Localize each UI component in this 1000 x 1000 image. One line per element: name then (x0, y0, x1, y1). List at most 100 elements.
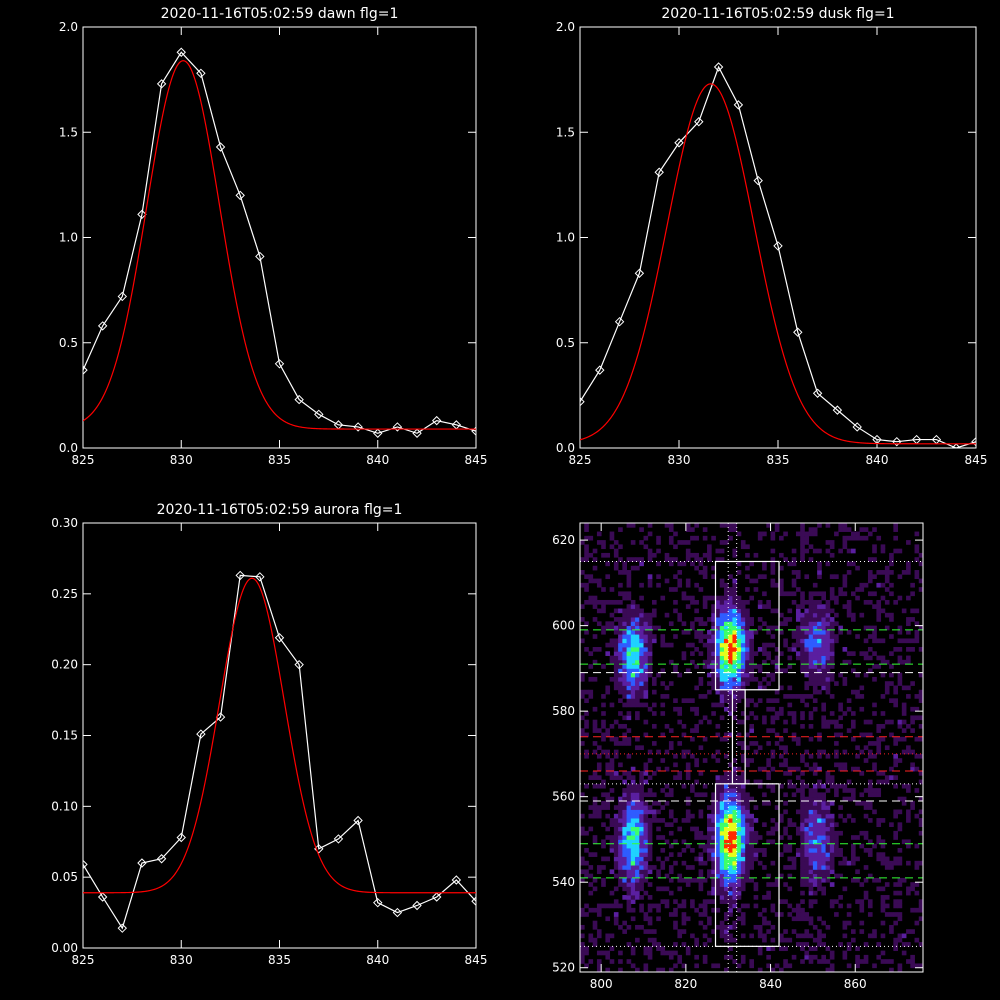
image-pixel (719, 604, 725, 609)
image-pixel (821, 813, 826, 819)
image-pixel (817, 877, 822, 883)
image-pixel (800, 599, 805, 605)
image-pixel (664, 792, 670, 798)
image-pixel (711, 604, 716, 609)
image-pixel (884, 912, 890, 917)
image-pixel (804, 647, 810, 652)
image-pixel (618, 762, 623, 768)
image-pixel (880, 548, 886, 554)
image-pixel (618, 634, 623, 639)
image-pixel (821, 659, 826, 665)
image-pixel (728, 830, 733, 836)
image-pixel (829, 899, 835, 904)
image-pixel (609, 775, 615, 780)
image-pixel (732, 689, 738, 695)
image-pixel (609, 621, 615, 627)
image-pixel (757, 835, 763, 840)
image-pixel (580, 540, 585, 545)
image-pixel (618, 638, 623, 644)
image-pixel (626, 890, 632, 896)
image-pixel (656, 967, 661, 973)
image-pixel (660, 860, 666, 866)
image-pixel (812, 531, 818, 537)
image-pixel (698, 852, 704, 857)
image-pixel (867, 732, 873, 738)
image-pixel (791, 715, 797, 721)
image-pixel (609, 535, 615, 541)
image-pixel (647, 531, 653, 537)
image-pixel (897, 809, 903, 815)
image-pixel (821, 800, 826, 806)
image-pixel (618, 800, 623, 806)
image-pixel (800, 629, 805, 635)
image-pixel (613, 642, 619, 648)
image-pixel (736, 561, 742, 567)
image-pixel (787, 591, 793, 597)
image-pixel (804, 685, 810, 691)
image-pixel (893, 702, 898, 708)
image-pixel (719, 651, 725, 656)
image-pixel (825, 723, 831, 729)
image-pixel (757, 531, 763, 537)
image-pixel (774, 822, 780, 828)
image-pixel (812, 698, 818, 703)
image-pixel (622, 647, 627, 652)
image-pixel (880, 920, 886, 926)
image-pixel (592, 835, 598, 840)
image-pixel (643, 651, 649, 656)
image-pixel (592, 924, 598, 930)
image-pixel (715, 822, 721, 828)
image-pixel (643, 822, 649, 828)
image-pixel (626, 873, 632, 879)
dusk-x-tick-label: 830 (668, 453, 691, 467)
image-pixel (596, 647, 602, 652)
image-pixel (851, 766, 856, 772)
image-pixel (711, 621, 716, 627)
image-pixel (804, 818, 810, 823)
image-pixel (812, 548, 818, 554)
image-pixel (681, 920, 687, 926)
image-pixel (817, 835, 822, 840)
image-pixel (601, 950, 606, 956)
image-pixel (808, 655, 814, 661)
image-pixel (736, 882, 742, 887)
image-pixel (630, 638, 636, 644)
image-pixel (685, 604, 691, 609)
image-pixel (643, 625, 649, 631)
image-pixel (639, 830, 644, 836)
image-pixel (893, 775, 898, 780)
dusk-data-point (812, 388, 823, 398)
image-pixel (668, 954, 674, 960)
image-pixel (740, 916, 746, 922)
image-pixel (694, 599, 699, 605)
image-pixel (618, 617, 623, 622)
image-pixel (626, 882, 632, 887)
image-pixel (626, 629, 632, 635)
image-pixel (592, 886, 598, 892)
image-pixel (702, 903, 708, 909)
image-pixel (880, 672, 886, 678)
image-pixel (639, 689, 644, 695)
image-pixel (626, 771, 632, 776)
image-pixel (736, 595, 742, 601)
image-pixel (804, 634, 810, 639)
image-pixel (812, 706, 818, 712)
image-pixel (723, 651, 729, 656)
image-pixel (842, 783, 848, 789)
image-pixel (740, 805, 746, 810)
image-pixel (812, 877, 818, 883)
image-pixel (736, 796, 742, 802)
image-pixel (736, 741, 742, 746)
image-pixel (910, 907, 915, 913)
image-pixel (639, 608, 644, 614)
image-pixel (618, 651, 623, 656)
image-pixel (622, 865, 627, 870)
image-pixel (647, 865, 653, 870)
image-pixel (609, 946, 615, 952)
image-pixel (647, 788, 653, 793)
image-pixel (914, 634, 920, 639)
image-pixel (889, 719, 894, 725)
image-pixel (732, 796, 738, 802)
image-pixel (851, 843, 856, 849)
image-pixel (808, 959, 814, 964)
